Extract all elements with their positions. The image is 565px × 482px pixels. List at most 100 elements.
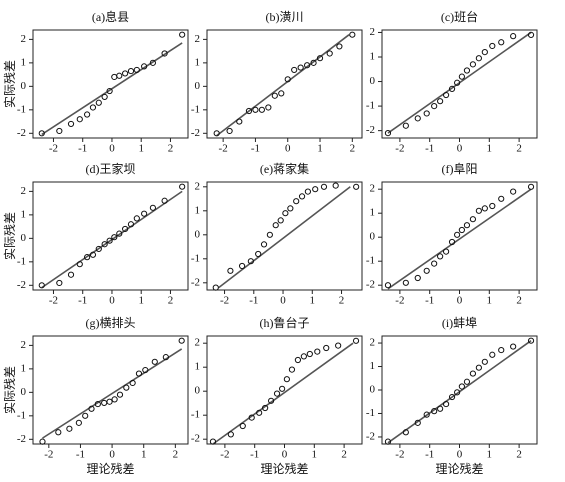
x-tick-label: -2 [220, 449, 229, 461]
point [255, 250, 262, 258]
x-tick-label: 2 [339, 295, 345, 307]
x-tick-label: 1 [138, 295, 144, 307]
point [212, 284, 219, 291]
x-tick-label: -2 [49, 295, 58, 307]
point [209, 438, 217, 445]
x-tick-label: -2 [44, 449, 53, 461]
panel-title: (b)潢川 [266, 10, 304, 24]
x-tick-label: 2 [341, 449, 347, 461]
point [510, 343, 517, 350]
point [293, 198, 300, 205]
point [458, 226, 465, 234]
y-tick-label: 2 [195, 337, 201, 349]
point [481, 205, 488, 212]
point [94, 400, 101, 408]
point [262, 404, 269, 412]
point [141, 210, 148, 217]
panel-title: (e)蒋家集 [260, 161, 309, 176]
x-tick-label: -1 [249, 295, 258, 307]
point [213, 130, 220, 137]
point [437, 253, 444, 260]
point [423, 411, 430, 418]
point [498, 346, 505, 354]
point [266, 231, 273, 238]
panel-title: (c)班台 [441, 9, 478, 24]
point [127, 67, 135, 75]
point [116, 72, 123, 79]
point [469, 61, 477, 68]
point [384, 438, 392, 445]
x-tick-label: 2 [516, 449, 522, 461]
y-tick-label: -2 [366, 124, 375, 136]
y-tick-label: -2 [366, 430, 375, 442]
y-tick-label: -2 [17, 433, 26, 445]
point [265, 104, 272, 111]
point [300, 353, 307, 360]
point [149, 59, 157, 66]
point [122, 70, 129, 77]
point [498, 39, 505, 46]
y-tick-label: 0 [195, 80, 201, 92]
point [297, 64, 304, 71]
reference-line [387, 188, 532, 290]
point [111, 396, 118, 403]
point [314, 348, 321, 355]
point [279, 385, 286, 392]
point [66, 425, 73, 432]
x-tick-label: 2 [168, 295, 174, 307]
plot-frame [32, 181, 189, 291]
point [294, 356, 302, 364]
point [76, 116, 83, 123]
point [238, 262, 246, 270]
point [56, 279, 63, 287]
point [489, 351, 496, 358]
point [111, 73, 118, 81]
point [320, 183, 328, 190]
x-tick-label: 1 [317, 143, 323, 155]
point [463, 67, 471, 74]
point [88, 405, 95, 412]
point [335, 342, 342, 349]
point [84, 111, 91, 118]
y-tick-label: -1 [17, 103, 26, 115]
x-tick-label: -2 [395, 449, 404, 461]
x-tick-label: 1 [141, 449, 147, 461]
point [89, 251, 97, 258]
y-tick-label: 0 [370, 75, 376, 87]
point [122, 225, 129, 233]
point [475, 207, 482, 214]
y-tick-label: -1 [17, 255, 26, 267]
x-axis-label: 理论残差 [260, 462, 308, 476]
point [402, 279, 409, 286]
x-tick-label: 0 [457, 143, 463, 155]
point [227, 267, 234, 274]
panel-title: (h)鲁台子 [260, 315, 310, 330]
plot-frame [32, 335, 189, 445]
x-tick-label: -2 [220, 295, 229, 307]
y-tick-label: -2 [191, 127, 200, 139]
point [442, 400, 450, 408]
point [38, 130, 45, 137]
point [510, 33, 517, 40]
x-tick-label: -1 [76, 449, 85, 461]
y-tick-label: 2 [21, 33, 27, 45]
y-tick-label: 2 [370, 337, 376, 349]
point [310, 59, 317, 66]
point [106, 398, 113, 405]
x-tick-label: -2 [219, 143, 228, 155]
x-tick-label: -1 [78, 143, 87, 155]
point [149, 204, 157, 211]
point [278, 90, 285, 97]
panel: (f)阜阳 -2 -1 0 1 2 -2 -1 0 1 2 [366, 162, 538, 307]
point [463, 222, 471, 229]
point [384, 282, 392, 289]
point [384, 129, 392, 137]
reference-line [42, 348, 183, 439]
point [106, 87, 113, 95]
panel-title: (a)息县 [92, 9, 129, 24]
y-tick-label: 1 [195, 204, 201, 216]
x-tick-label: -1 [425, 295, 434, 307]
y-tick-label: 2 [370, 183, 376, 195]
y-tick-label: 0 [370, 231, 376, 243]
